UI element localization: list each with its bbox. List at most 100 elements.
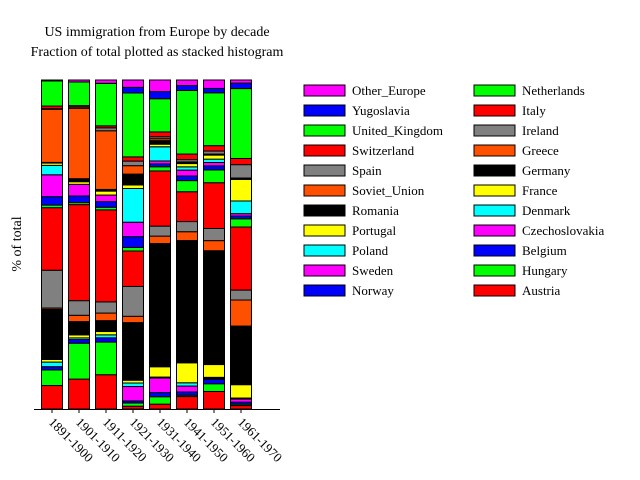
bar-segment-italy-1961-1970 [230,226,252,291]
legend-label-norway: Norway [352,283,394,298]
bar-segment-norway-1901-1910 [68,195,90,204]
bar-segment-united-kingdom-1951-1960 [203,92,225,147]
bar-segment-italy-1941-1950 [176,191,198,223]
legend-swatch-other-europe [303,84,346,97]
legend-swatch-sweden [303,264,346,277]
bar-segment-portugal-1911-1920 [95,190,117,196]
bar-segment-netherlands-1951-1960 [203,169,225,184]
legend-swatch-romania [303,204,346,217]
legend-swatch-soviet-union [303,184,346,197]
bar-segment-united-kingdom-1901-1910 [68,81,90,107]
bar-segment-denmark-1891-1900 [41,361,63,368]
bar-segment-norway-1921-1930 [122,236,144,248]
bar-segment-austria-1961-1970 [230,405,252,410]
legend-label-sweden: Sweden [352,263,394,278]
bar-segment-norway-1891-1900 [41,196,63,206]
bar-segment-greece-1931-1940 [149,235,171,245]
bar-segment-france-1951-1960 [203,364,225,378]
bar-segment-poland-1921-1930 [122,187,144,223]
bar-segment-other-europe-1921-1930 [122,79,144,88]
legend-swatch-ireland [473,124,516,137]
bar-segment-norway-1911-1920 [95,201,117,208]
bar-segment-sweden-1941-1950 [176,169,198,177]
bar-segment-other-europe-1901-1910 [68,79,90,83]
bar-segment-germany-1931-1940 [149,243,171,368]
bar-segment-hungary-1951-1960 [203,383,225,392]
bar-segment-united-kingdom-1941-1950 [176,89,198,155]
bar-segment-other-europe-1941-1950 [176,79,198,87]
bar-segment-greece-1941-1950 [176,231,198,242]
bar-segment-spain-1961-1970 [230,164,252,179]
bar-segment-netherlands-1921-1930 [122,246,144,252]
bar-segment-other-europe-1951-1960 [203,79,225,89]
bar-segment-sweden-1951-1960 [203,162,225,167]
legend-swatch-switzerland [303,144,346,157]
bar-segment-poland-1951-1960 [203,158,225,164]
bar-segment-switzerland-1931-1940 [149,131,171,138]
y-axis-label: % of total [10,216,25,271]
legend-swatch-netherlands [473,84,516,97]
bar-segment-austria-1951-1960 [203,390,225,410]
legend-label-austria: Austria [522,283,561,298]
bar-segment-ireland-1931-1940 [149,225,171,237]
legend-label-hungary: Hungary [522,263,568,278]
bar-segment-yugoslavia-1931-1940 [149,91,171,100]
bar-segment-hungary-1911-1920 [95,341,117,376]
legend-label-spain: Spain [352,163,382,178]
bar-segment-greece-1911-1920 [95,312,117,322]
bar-segment-yugoslavia-1951-1960 [203,87,225,94]
legend-swatch-poland [303,244,346,257]
bar-segment-czechoslovakia-1941-1950 [176,385,198,393]
bar-segment-ireland-1941-1950 [176,221,198,233]
bar-segment-yugoslavia-1921-1930 [122,86,144,94]
bar-segment-ireland-1901-1910 [68,300,90,316]
bar-segment-soviet-union-1921-1930 [122,165,144,175]
bar-segment-france-1961-1970 [230,384,252,399]
legend-label-other-europe: Other_Europe [352,83,426,98]
bar-segment-united-kingdom-1931-1940 [149,98,171,133]
bar-segment-other-europe-1911-1920 [95,79,117,84]
chart-title: US immigration from Europe by decade [44,25,269,40]
legend-label-germany: Germany [522,163,571,178]
legend-label-greece: Greece [522,143,559,158]
bar-segment-poland-1891-1900 [41,164,63,176]
bar-segment-italy-1901-1910 [68,204,90,302]
bar-segment-italy-1891-1900 [41,207,63,271]
bar-segment-ireland-1951-1960 [203,228,225,242]
bar-segment-belgium-1951-1960 [203,378,225,385]
bar-segment-switzerland-1951-1960 [203,145,225,152]
bar-segment-italy-1921-1930 [122,250,144,287]
legend-swatch-denmark [473,204,516,217]
bar-segment-czechoslovakia-1931-1940 [149,377,171,394]
bar-segment-italy-1951-1960 [203,182,225,230]
bars-group [41,79,252,410]
legend-swatch-france [473,184,516,197]
bar-segment-united-kingdom-1911-1920 [95,82,117,127]
legend-label-italy: Italy [522,103,546,118]
legend-label-belgium: Belgium [522,243,567,258]
legend-swatch-hungary [473,264,516,277]
legend-swatch-greece [473,144,516,157]
bar-segment-ireland-1961-1970 [230,289,252,301]
bar-segment-netherlands-1961-1970 [230,218,252,228]
bar-segment-netherlands-1941-1950 [176,180,198,193]
bar-segment-greece-1921-1930 [122,315,144,324]
bar-segment-sweden-1901-1910 [68,183,90,197]
bar-segment-netherlands-1931-1940 [149,166,171,172]
bar-segment-portugal-1921-1930 [122,184,144,189]
bar-segment-other-europe-1931-1940 [149,79,171,93]
bar-segment-soviet-union-1891-1900 [41,108,63,163]
bar-segment-france-1931-1940 [149,366,171,378]
legend-label-romania: Romania [352,203,399,218]
bar-segment-united-kingdom-1961-1970 [230,88,252,159]
bar-segment-portugal-1961-1970 [230,178,252,202]
bar-segment-belgium-1931-1940 [149,392,171,398]
bar-segment-greece-1961-1970 [230,299,252,327]
bar-segment-germany-1941-1950 [176,240,198,364]
bar-segment-czechoslovakia-1921-1930 [122,386,144,402]
bar-segment-austria-1901-1910 [68,378,90,410]
legend-label-france: France [522,183,558,198]
legend-swatch-belgium [473,244,516,257]
bar-segment-sweden-1891-1900 [41,174,63,198]
